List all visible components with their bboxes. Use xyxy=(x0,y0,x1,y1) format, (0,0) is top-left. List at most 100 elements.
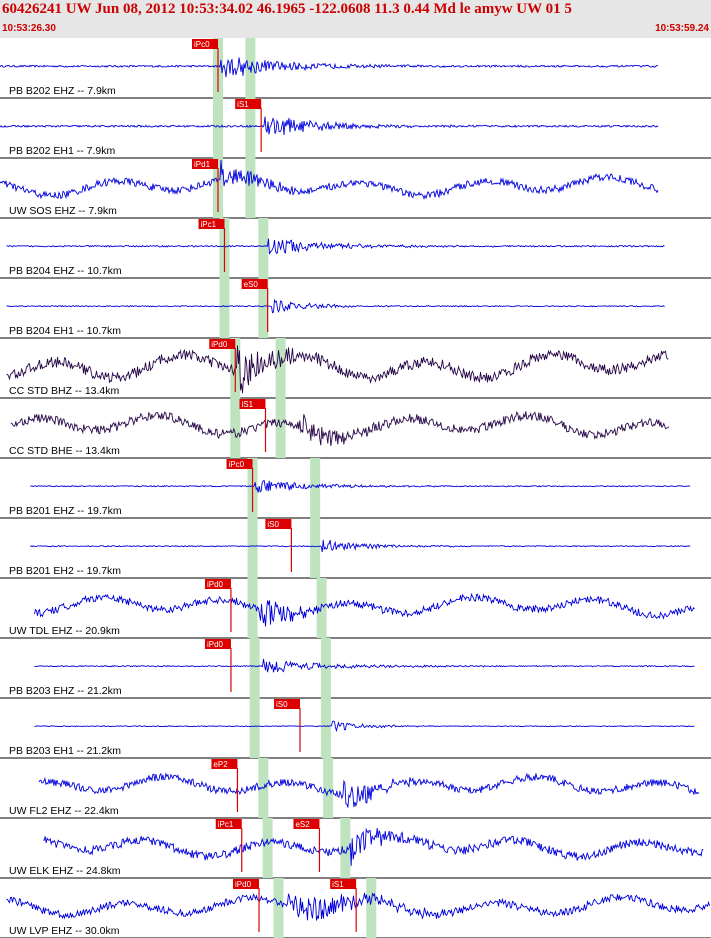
pick-window-band xyxy=(316,578,327,638)
pick-label-box[interactable] xyxy=(239,399,266,409)
pick-label-box[interactable] xyxy=(215,819,242,829)
pick-label-box[interactable] xyxy=(241,279,268,289)
pick-window-band xyxy=(249,698,260,758)
station-label: UW FL2 EHZ -- 22.4km xyxy=(9,805,119,817)
station-label: CC STD BHZ -- 13.4km xyxy=(9,385,120,397)
pick-label: iS1 xyxy=(332,880,344,889)
pick-label: eP2 xyxy=(213,760,228,769)
pick-label-box[interactable] xyxy=(204,579,231,589)
station-label: PB B204 EH1 -- 10.7km xyxy=(9,325,121,337)
pick-window-band xyxy=(273,878,284,938)
pick-label: iPc1 xyxy=(200,220,216,229)
waveform-line xyxy=(43,827,704,866)
waveform-line xyxy=(0,159,659,200)
station-label: UW LVP EHZ -- 30.0km xyxy=(9,925,120,937)
station-label: PB B203 EHZ -- 21.2km xyxy=(9,685,122,697)
pick-window-band xyxy=(245,158,256,218)
waveform-line xyxy=(6,298,665,314)
trace-panel: iS1 PB B202 EH1 -- 7.9km xyxy=(0,98,711,159)
pick-window-band xyxy=(275,398,286,458)
trace-panel: iPd0 CC STD BHZ -- 13.4km xyxy=(0,338,711,399)
pick-window-band xyxy=(275,338,286,398)
pick-window-band xyxy=(258,278,269,338)
waveform-line xyxy=(38,771,700,808)
waveform-line xyxy=(6,238,665,255)
trace-panel: iS1 CC STD BHE -- 13.4km xyxy=(0,398,711,459)
pick-window-band xyxy=(323,758,334,818)
station-label: PB B202 EH1 -- 7.9km xyxy=(9,145,115,157)
start-time-label: 10:53:26.30 xyxy=(2,23,56,34)
pick-label-box[interactable] xyxy=(233,879,260,889)
trace-panel: iPd0 PB B203 EHZ -- 21.2km xyxy=(0,638,711,699)
trace-panel: iPc1 eS2 UW ELK EHZ -- 24.8km xyxy=(0,818,711,879)
waveform-line xyxy=(6,345,669,394)
pick-window-band xyxy=(230,398,241,458)
pick-window-band xyxy=(310,458,321,518)
pick-label-box[interactable] xyxy=(198,219,225,229)
event-title: 60426241 UW Jun 08, 2012 10:53:34.02 46.… xyxy=(2,1,572,17)
trace-panel: iPd0 UW TDL EHZ -- 20.9km xyxy=(0,578,711,639)
trace-panel: eP2 UW FL2 EHZ -- 22.4km xyxy=(0,758,711,819)
waveform-line xyxy=(30,539,691,553)
pick-window-band xyxy=(245,98,256,158)
pick-label-box[interactable] xyxy=(274,699,301,709)
pick-window-band xyxy=(219,278,230,338)
waveform-line xyxy=(0,116,659,136)
pick-window-band xyxy=(258,218,269,278)
header-bar: 60426241 UW Jun 08, 2012 10:53:34.02 46.… xyxy=(0,0,711,38)
station-label: CC STD BHE -- 13.4km xyxy=(9,445,120,457)
waveform-line xyxy=(30,480,691,493)
pick-window-band xyxy=(213,98,224,158)
waveform-line xyxy=(34,592,695,627)
station-label: UW SOS EHZ -- 7.9km xyxy=(9,205,117,217)
trace-panel: iPd1 UW SOS EHZ -- 7.9km xyxy=(0,158,711,219)
pick-label: iPc0 xyxy=(229,460,245,469)
pick-label: iPd1 xyxy=(194,160,211,169)
station-label: UW ELK EHZ -- 24.8km xyxy=(9,865,121,877)
pick-window-band xyxy=(366,878,377,938)
pick-window-band xyxy=(247,518,258,578)
waveform-line xyxy=(34,658,695,673)
station-label: PB B204 EHZ -- 10.7km xyxy=(9,265,122,277)
seismogram-plot: iPc0 PB B202 EHZ -- 7.9km iS1 PB B202 EH1 -… xyxy=(0,38,711,938)
pick-label-box[interactable] xyxy=(265,519,292,529)
pick-label-box[interactable] xyxy=(209,339,236,349)
pick-label: eS0 xyxy=(244,280,259,289)
pick-label: eS2 xyxy=(295,820,310,829)
trace-panel: iPc0 PB B201 EHZ -- 19.7km xyxy=(0,458,711,519)
station-label: PB B202 EHZ -- 7.9km xyxy=(9,85,116,97)
pick-label-box[interactable] xyxy=(330,879,357,889)
pick-label-box[interactable] xyxy=(211,759,238,769)
end-time-label: 10:53:59.24 xyxy=(655,23,709,34)
trace-panel: iPd0 iS1 UW LVP EHZ -- 30.0km xyxy=(0,878,711,938)
pick-label: iPd0 xyxy=(211,340,228,349)
station-label: PB B201 EH2 -- 19.7km xyxy=(9,565,121,577)
pick-label: iS0 xyxy=(276,700,288,709)
trace-panel: iS0 PB B201 EH2 -- 19.7km xyxy=(0,518,711,579)
trace-panel: iS0 PB B203 EH1 -- 21.2km xyxy=(0,698,711,759)
pick-label-box[interactable] xyxy=(235,99,262,109)
station-label: UW TDL EHZ -- 20.9km xyxy=(9,625,120,637)
pick-label-box[interactable] xyxy=(192,39,219,49)
trace-panel: iPc1 PB B204 EHZ -- 10.7km xyxy=(0,218,711,279)
waveform-line xyxy=(10,411,670,446)
pick-window-band xyxy=(320,698,331,758)
pick-label-box[interactable] xyxy=(192,159,219,169)
pick-label: iS1 xyxy=(241,400,253,409)
pick-label: iPc0 xyxy=(194,40,210,49)
pick-label: iPc1 xyxy=(218,820,234,829)
pick-label-box[interactable] xyxy=(293,819,320,829)
pick-label: iS0 xyxy=(267,520,279,529)
station-label: PB B201 EHZ -- 19.7km xyxy=(9,505,122,517)
pick-label: iS1 xyxy=(237,100,249,109)
pick-window-band xyxy=(249,638,260,698)
trace-panel: iPc0 PB B202 EHZ -- 7.9km xyxy=(0,38,711,99)
pick-label-box[interactable] xyxy=(226,459,253,469)
waveform-line xyxy=(6,892,710,921)
waveform-line xyxy=(34,720,695,733)
pick-window-band xyxy=(310,518,321,578)
pick-label-box[interactable] xyxy=(204,639,231,649)
trace-panel: eS0 PB B204 EH1 -- 10.7km xyxy=(0,278,711,339)
pick-label: iPd0 xyxy=(207,640,224,649)
waveform-line xyxy=(0,57,659,78)
